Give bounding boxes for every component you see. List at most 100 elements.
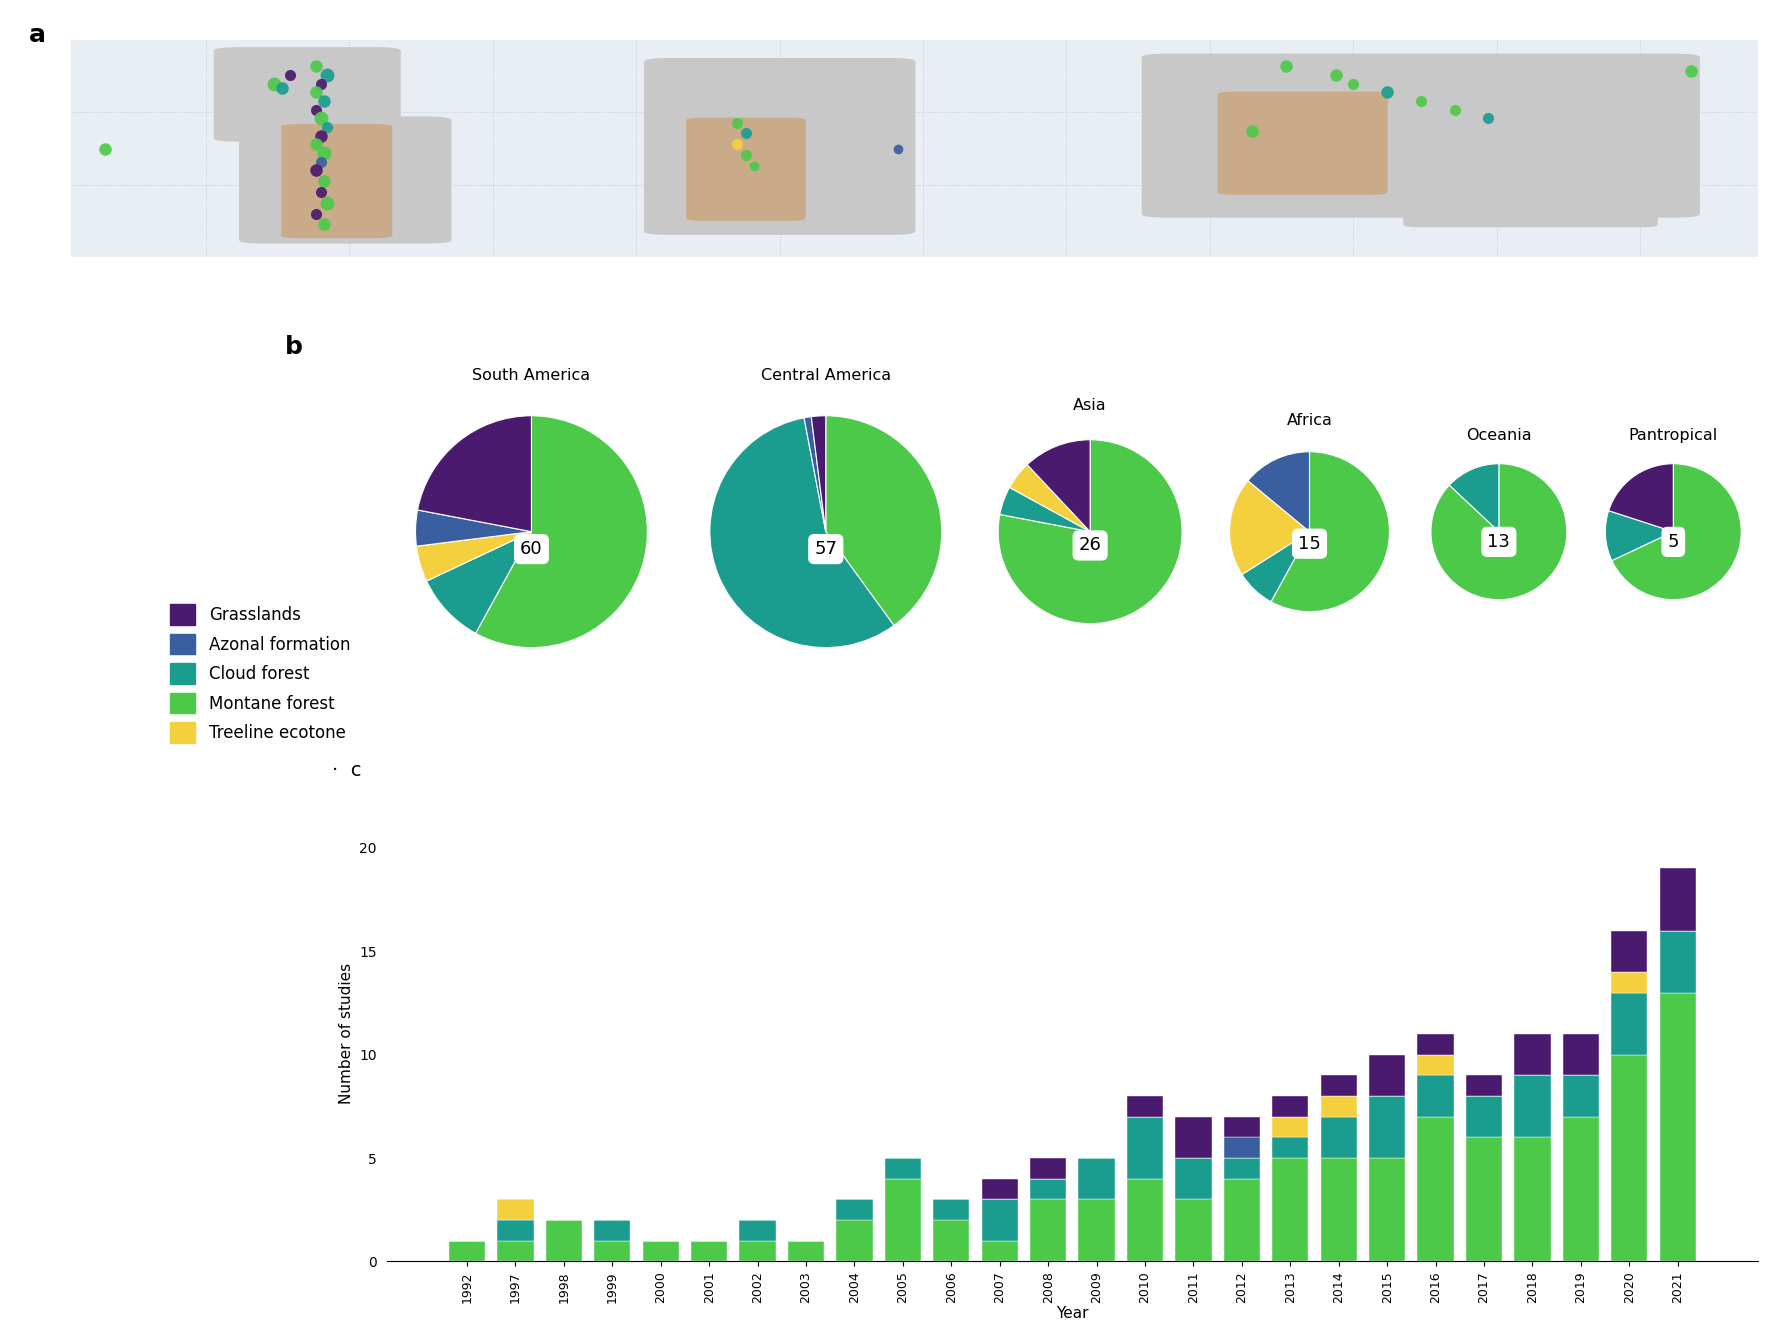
Title: Central America: Central America <box>760 368 892 382</box>
Wedge shape <box>1449 464 1499 531</box>
Bar <box>1417 1075 1455 1117</box>
Bar <box>1465 1075 1502 1096</box>
Bar <box>1224 1158 1259 1178</box>
Bar <box>1224 1138 1259 1158</box>
Bar <box>1465 1138 1502 1261</box>
Wedge shape <box>998 440 1183 624</box>
FancyBboxPatch shape <box>645 59 915 235</box>
Bar <box>1078 1158 1115 1200</box>
Wedge shape <box>1431 464 1566 600</box>
Bar <box>739 1220 776 1241</box>
Wedge shape <box>1000 487 1090 531</box>
Bar <box>1126 1117 1163 1178</box>
Bar <box>545 1220 583 1261</box>
Bar <box>1030 1178 1066 1200</box>
Bar <box>1321 1158 1357 1261</box>
Text: 5: 5 <box>1668 533 1678 550</box>
Bar <box>1272 1096 1309 1117</box>
Y-axis label: Number of studies: Number of studies <box>339 964 353 1104</box>
Bar <box>1417 1055 1455 1075</box>
FancyBboxPatch shape <box>282 125 391 238</box>
Wedge shape <box>1229 480 1309 574</box>
Bar <box>1611 972 1648 993</box>
Wedge shape <box>426 531 531 633</box>
Text: 13: 13 <box>1488 533 1510 550</box>
Text: ·  c: · c <box>332 761 361 780</box>
Wedge shape <box>1606 511 1673 561</box>
Bar <box>1369 1055 1405 1096</box>
Bar <box>932 1220 970 1261</box>
Bar <box>1126 1096 1163 1117</box>
Bar <box>1176 1117 1211 1158</box>
Wedge shape <box>1249 452 1309 531</box>
Bar <box>1224 1117 1259 1138</box>
Bar <box>1611 993 1648 1055</box>
Text: 57: 57 <box>813 539 836 558</box>
Bar <box>1272 1138 1309 1158</box>
Wedge shape <box>1613 464 1740 600</box>
Text: 15: 15 <box>1298 534 1321 553</box>
Bar <box>1321 1096 1357 1117</box>
Bar <box>1176 1158 1211 1200</box>
Bar <box>1659 868 1696 930</box>
Wedge shape <box>417 416 531 531</box>
FancyBboxPatch shape <box>1218 93 1387 195</box>
Title: Africa: Africa <box>1286 413 1332 428</box>
Wedge shape <box>1241 531 1309 601</box>
Text: b: b <box>286 334 304 358</box>
Bar <box>1369 1096 1405 1158</box>
Bar <box>1369 1158 1405 1261</box>
Bar <box>1659 993 1696 1261</box>
Bar <box>739 1241 776 1261</box>
Wedge shape <box>805 416 826 531</box>
Bar <box>449 1241 485 1261</box>
Bar <box>1321 1117 1357 1158</box>
X-axis label: Year: Year <box>1057 1306 1089 1321</box>
Wedge shape <box>416 510 531 546</box>
Bar <box>1417 1117 1455 1261</box>
FancyBboxPatch shape <box>1142 54 1700 217</box>
Bar <box>497 1220 533 1241</box>
Bar <box>982 1241 1018 1261</box>
Wedge shape <box>710 417 893 648</box>
Title: Pantropical: Pantropical <box>1629 428 1717 443</box>
Text: 60: 60 <box>520 539 543 558</box>
Bar <box>691 1241 728 1261</box>
Bar <box>982 1178 1018 1200</box>
Bar <box>1272 1117 1309 1138</box>
Wedge shape <box>416 531 531 581</box>
FancyBboxPatch shape <box>1403 136 1657 227</box>
Bar <box>1224 1178 1259 1261</box>
Bar <box>1176 1200 1211 1261</box>
Bar <box>1659 930 1696 993</box>
Bar <box>1465 1096 1502 1138</box>
Bar <box>884 1158 922 1178</box>
Bar <box>1126 1178 1163 1261</box>
FancyBboxPatch shape <box>240 117 451 243</box>
Bar <box>1611 930 1648 972</box>
Bar <box>789 1241 824 1261</box>
Bar <box>1030 1200 1066 1261</box>
Wedge shape <box>476 416 648 648</box>
Wedge shape <box>1609 464 1673 531</box>
Wedge shape <box>812 416 826 531</box>
Bar <box>836 1220 872 1261</box>
Bar <box>1611 1055 1648 1261</box>
Bar <box>1321 1075 1357 1096</box>
Bar <box>1030 1158 1066 1178</box>
Bar <box>932 1200 970 1220</box>
Bar <box>836 1200 872 1220</box>
Bar <box>884 1178 922 1261</box>
Bar <box>1417 1033 1455 1055</box>
Title: South America: South America <box>472 368 590 382</box>
Bar <box>643 1241 678 1261</box>
Bar <box>1515 1075 1550 1138</box>
Text: 26: 26 <box>1078 537 1101 554</box>
Bar <box>497 1200 533 1220</box>
Title: Asia: Asia <box>1073 397 1106 413</box>
Bar <box>1563 1033 1598 1075</box>
Wedge shape <box>1009 464 1090 531</box>
Bar <box>982 1200 1018 1241</box>
Bar <box>595 1241 630 1261</box>
Text: a: a <box>28 23 46 47</box>
